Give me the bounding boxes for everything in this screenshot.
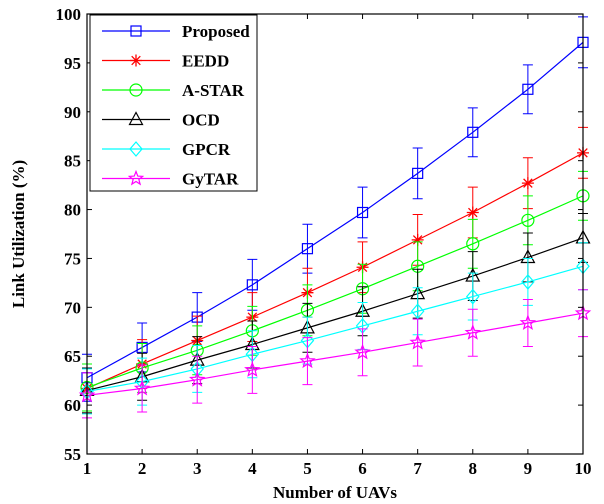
data-point — [410, 303, 425, 320]
x-tick-label: 7 — [413, 459, 422, 478]
x-tick-label: 5 — [303, 459, 312, 478]
data-point — [465, 288, 480, 305]
legend-item-gytar: GyTAR — [102, 170, 239, 189]
plot-area — [78, 16, 592, 419]
legend-marker — [130, 25, 142, 37]
series-line — [86, 195, 584, 389]
legend-item-ocd: OCD — [102, 111, 220, 130]
data-point — [409, 333, 426, 350]
data-point — [466, 237, 480, 251]
series-line — [86, 237, 584, 392]
data-point — [521, 213, 535, 227]
data-point — [301, 243, 314, 255]
series-gpcr — [80, 242, 590, 415]
x-tick-label: 8 — [469, 459, 478, 478]
data-point — [411, 233, 424, 246]
series-ocd — [79, 212, 591, 414]
data-point — [299, 352, 316, 369]
legend-label: GPCR — [182, 140, 231, 159]
y-tick-label: 70 — [64, 298, 81, 317]
y-tick-label: 100 — [56, 5, 82, 24]
axes-frame — [86, 13, 584, 455]
legend-label: Proposed — [182, 22, 250, 41]
legend-label: EEDD — [182, 52, 229, 71]
data-point — [412, 167, 424, 179]
legend-item-eedd: EEDD — [102, 52, 229, 71]
data-point — [188, 371, 206, 387]
legend-marker — [128, 111, 144, 126]
series-line — [86, 41, 584, 379]
data-point — [466, 206, 479, 219]
x-tick-label: 10 — [575, 459, 592, 478]
data-point — [519, 314, 537, 330]
x-tick-label: 6 — [358, 459, 367, 478]
y-tick-label: 90 — [64, 103, 81, 122]
y-tick-label: 85 — [64, 152, 81, 171]
y-axis-label: Link Utilization (%) — [9, 160, 28, 308]
y-tick-label: 75 — [64, 249, 81, 268]
legend-marker — [130, 54, 142, 67]
legend-marker — [129, 83, 143, 97]
legend-marker — [127, 169, 145, 186]
y-tick-label: 60 — [64, 396, 81, 415]
legend-label: GyTAR — [182, 170, 239, 189]
legend: Proposed EEDD A-STAR OCD GPCR GyTAR — [89, 14, 258, 192]
y-tick-label: 65 — [64, 347, 81, 366]
legend-box — [89, 14, 258, 192]
x-tick-label: 4 — [248, 459, 257, 478]
y-tick-label: 80 — [64, 201, 81, 220]
x-tick-label: 3 — [193, 459, 202, 478]
y-tick-label: 55 — [64, 445, 81, 464]
x-tick-label: 1 — [83, 459, 92, 478]
data-point — [522, 83, 534, 95]
series-a-star — [80, 170, 590, 412]
data-point — [467, 126, 479, 138]
data-point — [356, 206, 369, 219]
data-point — [133, 379, 151, 396]
data-point — [244, 361, 261, 377]
legend-item-proposed: Proposed — [102, 22, 250, 41]
x-tick-label: 2 — [138, 459, 147, 478]
x-tick-label: 9 — [524, 459, 533, 478]
x-axis-label: Number of UAVs — [273, 483, 397, 502]
legend-item-a-star: A-STAR — [102, 81, 245, 100]
legend-marker — [129, 141, 143, 157]
data-point — [521, 273, 535, 290]
y-tick-label: 95 — [64, 54, 81, 73]
data-point — [246, 279, 258, 291]
legend-label: OCD — [182, 111, 220, 130]
series-line — [86, 312, 584, 396]
series-line — [86, 152, 584, 390]
series-line — [86, 265, 584, 393]
data-point — [521, 177, 534, 190]
axes: 1 2 3 4 5 6 7 8 9 10 55 60 65 70 75 80 85 90 95 100 — [56, 5, 592, 478]
series-gytar — [78, 289, 592, 419]
series-proposed — [81, 16, 589, 402]
data-point — [354, 343, 371, 360]
legend-label: A-STAR — [182, 81, 245, 100]
legend-item-gpcr: GPCR — [102, 140, 231, 159]
data-point — [464, 324, 482, 340]
